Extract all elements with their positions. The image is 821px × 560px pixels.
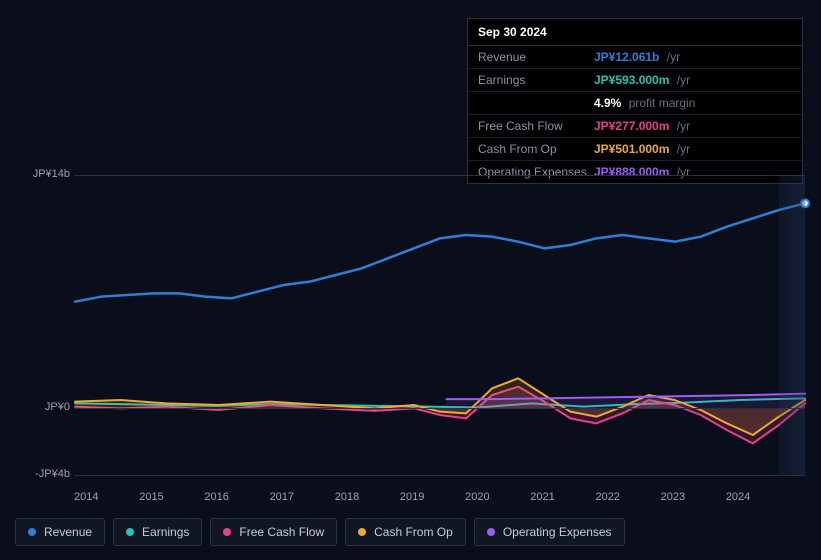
tooltip-label: Cash From Op [478,142,594,156]
legend-item[interactable]: Free Cash Flow [210,518,337,546]
x-axis-label: 2023 [661,491,685,503]
gridline [75,408,805,409]
legend-swatch [487,528,495,536]
tooltip-date: Sep 30 2024 [468,19,802,46]
gridline [75,475,805,476]
legend-swatch [28,528,36,536]
x-axis-label: 2018 [335,491,359,503]
tooltip-row: Free Cash FlowJP¥277.000m /yr [468,115,802,138]
tooltip-row: RevenueJP¥12.061b /yr [468,46,802,69]
x-axis-label: 2020 [465,491,489,503]
legend-item[interactable]: Operating Expenses [474,518,625,546]
legend-label: Free Cash Flow [239,525,324,539]
future-band [779,175,805,475]
plot-area[interactable]: 2014201520162017201820192020202120222023… [75,175,805,475]
tooltip-value: JP¥593.000m /yr [594,73,690,87]
chart-lines [75,175,805,475]
tooltip-row: Cash From OpJP¥501.000m /yr [468,138,802,161]
gridline [75,175,805,176]
legend-swatch [126,528,134,536]
legend-label: Cash From Op [374,525,453,539]
legend-item[interactable]: Earnings [113,518,202,546]
tooltip-label: Revenue [478,50,594,64]
x-axis-label: 2014 [74,491,98,503]
legend-item[interactable]: Cash From Op [345,518,466,546]
x-axis-label: 2019 [400,491,424,503]
tooltip-value: JP¥277.000m /yr [594,119,690,133]
tooltip-value: JP¥501.000m /yr [594,142,690,156]
tooltip-label: Earnings [478,73,594,87]
tooltip-value: JP¥12.061b /yr [594,50,680,64]
y-axis-label: JP¥14b [15,168,70,180]
tooltip-row: EarningsJP¥593.000m /yr [468,69,802,92]
tooltip-label: Free Cash Flow [478,119,594,133]
legend-swatch [358,528,366,536]
tooltip-label [478,96,594,110]
x-axis-label: 2021 [530,491,554,503]
tooltip-value: 4.9% profit margin [594,96,695,110]
legend-label: Revenue [44,525,92,539]
financials-chart[interactable]: JP¥14bJP¥0-JP¥4b 20142015201620172018201… [15,160,805,505]
legend-label: Earnings [142,525,189,539]
x-axis-label: 2022 [595,491,619,503]
legend-swatch [223,528,231,536]
legend-label: Operating Expenses [503,525,612,539]
x-axis-label: 2024 [726,491,750,503]
x-axis-label: 2015 [139,491,163,503]
legend-item[interactable]: Revenue [15,518,105,546]
tooltip-row: 4.9% profit margin [468,92,802,115]
y-axis-label: JP¥0 [15,401,70,413]
y-axis-label: -JP¥4b [15,468,70,480]
legend: Revenue Earnings Free Cash Flow Cash From O… [15,518,625,546]
series-line-revenue [75,203,805,301]
x-axis-label: 2017 [270,491,294,503]
x-axis-label: 2016 [204,491,228,503]
